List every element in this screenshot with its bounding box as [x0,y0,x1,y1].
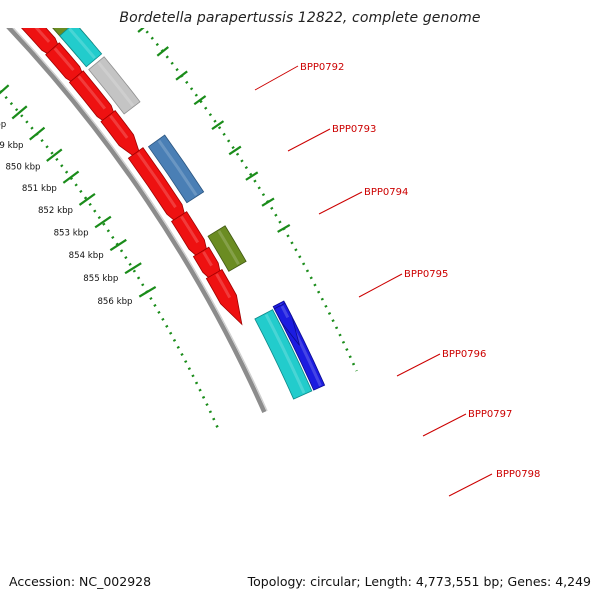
scale-tick [138,285,157,298]
scale-label: 854 kbp [69,251,104,261]
scale-tick [211,120,225,131]
scale-tick [137,28,145,33]
feature-shading [280,305,290,319]
scale-tick [0,84,10,95]
scale-tick [175,70,188,81]
backbone-line [6,28,267,413]
genome-summary-text: Topology: circular; Length: 4,773,551 bp… [247,574,591,589]
feature-shading [215,273,232,299]
scale-label: 856 kbp [97,297,132,307]
scale-tick [261,197,275,207]
scale-label: 851 kbp [22,184,57,194]
gene-leader-line [318,191,363,215]
gene-leader-line [422,413,467,437]
cog-feature [147,134,205,204]
gene-label: BPP0792 [300,62,344,73]
gene-label: BPP0793 [332,124,376,135]
scale-tick [245,171,259,181]
scale-label: 852 kbp [38,206,73,216]
gene-leader-line [254,65,299,91]
scale-tick [29,126,46,141]
feature-shading [264,313,306,394]
gene-leader-line [287,128,331,152]
feature-shading [77,75,107,110]
feature-shading [279,303,322,387]
feature-shading [136,151,177,209]
cds-arrow [100,110,144,164]
scale-tick [193,95,207,106]
gene-label: BPP0794 [364,187,408,198]
scale-tick [11,105,28,120]
gene-label: BPP0795 [404,269,448,280]
feature-shading [180,215,200,244]
feature-shading [53,47,75,72]
gene-label: BPP0796 [442,349,486,360]
gene-leader-line [358,273,403,298]
scale-label: 853 kbp [54,228,89,238]
feature-shading [109,114,129,139]
backbone-highlight [12,28,268,412]
genome-title: Bordetella parapertussis 12822, complete… [119,10,481,26]
gene-label-layer: BPP0792 BPP0793 BPP0794 BPP0795 BPP0796 BPP07… [254,62,540,497]
gene-label: BPP0797 [468,409,512,420]
feature-shading [202,251,213,267]
scale-tick [118,0,129,9]
feature-shading [68,28,96,60]
scale-tick [156,46,169,57]
scale-label: 849 kbp [0,141,24,151]
feature-shading [34,28,51,43]
cog-feature [88,56,141,115]
scale-tick [228,145,242,156]
gene-leader-line [396,353,441,377]
cog-feature [254,309,313,400]
scale-tick [46,148,63,162]
gene-label: BPP0798 [496,469,540,480]
scale-tick [94,215,112,229]
feature-shading [217,230,240,265]
feature-shading [97,61,135,107]
feature-layer [20,28,326,400]
scale-tick [78,193,96,206]
cds-arrow [205,268,243,326]
accession-text: Accession: NC_002928 [9,574,152,589]
scale-label: 848 kbp [0,120,6,130]
scale-tick [124,262,142,275]
scale-label: 850 kbp [5,163,40,173]
scale-tick [109,238,127,252]
scale-tick [277,223,291,233]
cog-feature [59,28,103,68]
feature-shading [157,139,198,196]
cog-feature [207,225,247,272]
gene-leader-line [448,473,493,497]
backbone [6,28,268,413]
scale-tick [62,170,80,184]
cds-arrow [273,302,300,346]
scale-label: 855 kbp [83,274,118,284]
